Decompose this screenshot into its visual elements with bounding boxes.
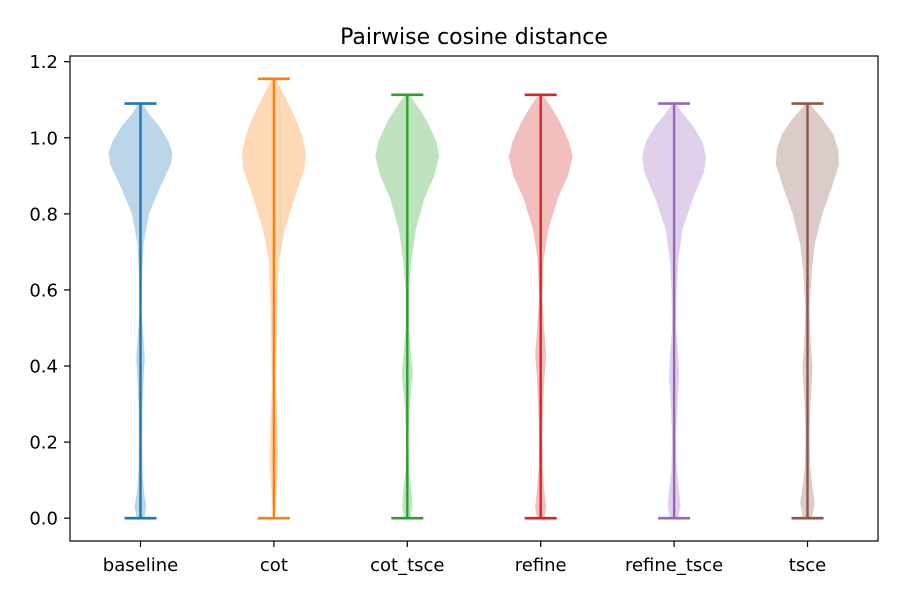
x-tick-label-cot_tsce: cot_tsce — [370, 555, 444, 576]
y-tick-label: 0.4 — [29, 357, 58, 378]
x-axis: baseline cot cot_tsce refine refine_tsce tsce — [103, 541, 826, 576]
y-axis: 0.0 0.2 0.4 0.6 0.8 1.0 1.2 — [29, 52, 70, 530]
chart-title: Pairwise cosine distance — [340, 25, 608, 50]
y-tick-label: 0.8 — [29, 204, 58, 225]
x-tick-label-refine_tsce: refine_tsce — [625, 555, 723, 576]
y-tick-label: 0.2 — [29, 433, 58, 454]
y-tick-label: 1.0 — [29, 128, 58, 149]
y-tick-label: 0.6 — [29, 280, 58, 301]
x-tick-label-baseline: baseline — [103, 555, 178, 576]
y-tick-label: 1.2 — [29, 52, 58, 73]
x-tick-label-tsce: tsce — [789, 555, 826, 576]
violins-layer — [108, 77, 840, 520]
y-tick-label: 0.0 — [29, 509, 58, 530]
plot-area-frame — [69, 55, 879, 542]
x-tick-label-refine: refine — [515, 555, 567, 576]
x-tick-label-cot: cot — [260, 555, 288, 576]
